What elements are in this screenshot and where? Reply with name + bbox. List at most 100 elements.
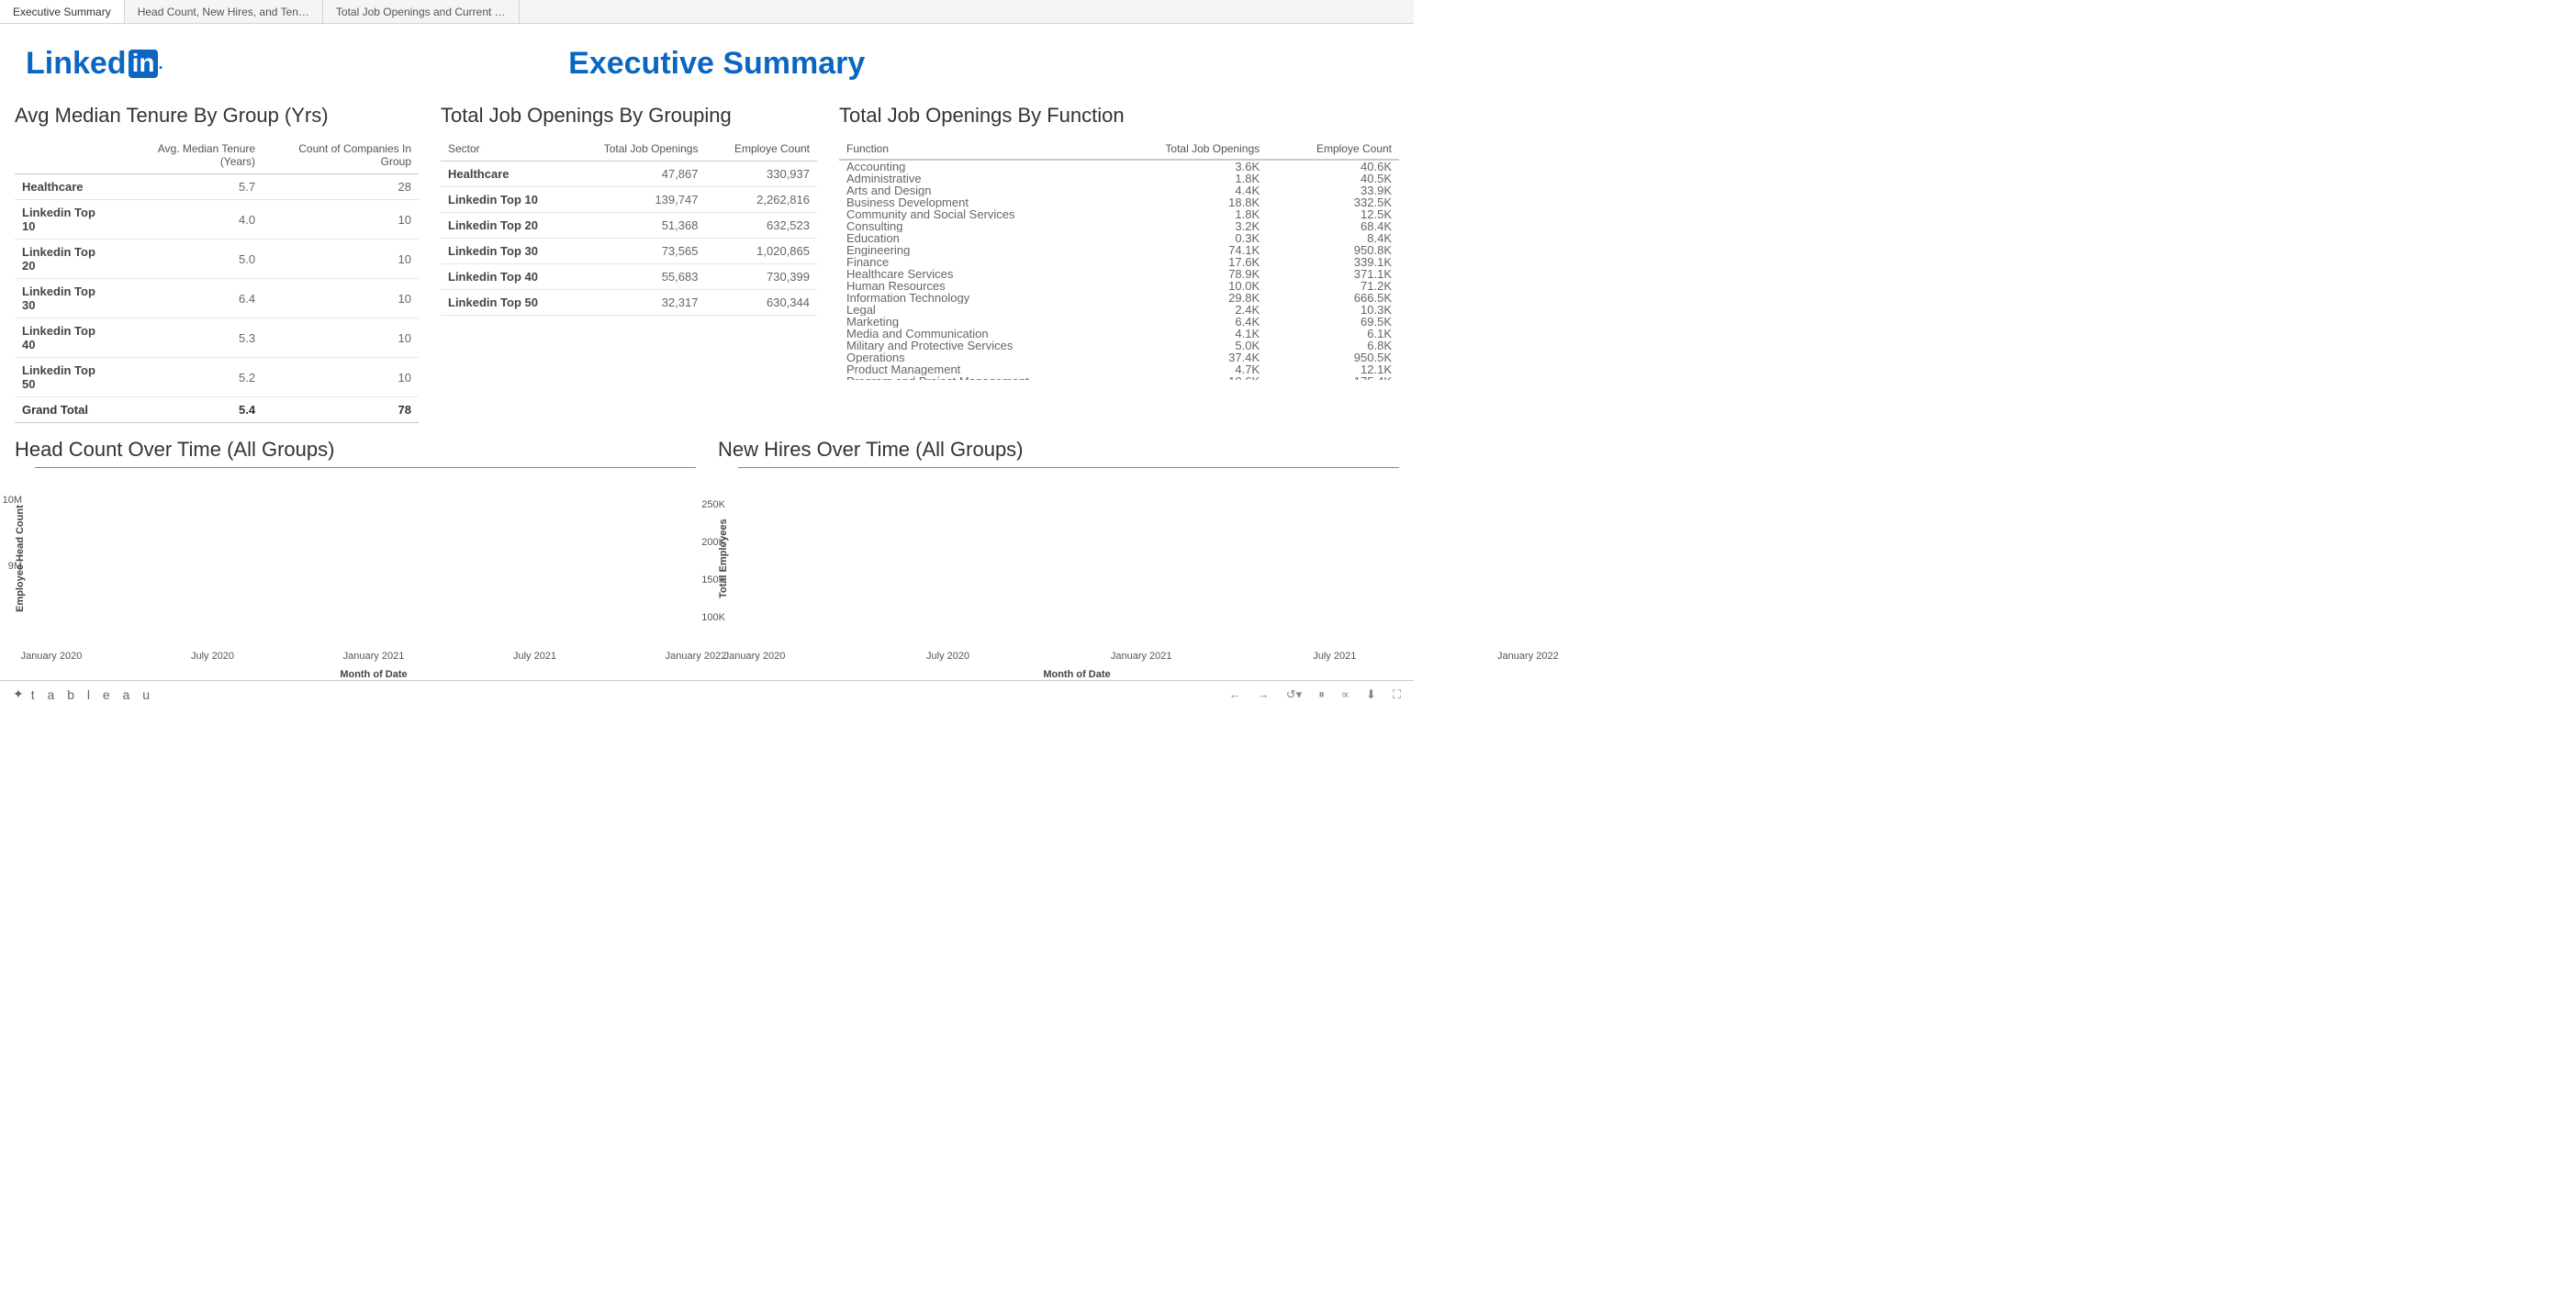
svg-text:8,859K: 8,859K xyxy=(324,581,353,591)
table-row[interactable]: Linkedin Top 405.310 xyxy=(15,318,419,358)
grand-total-row[interactable]: Grand Total5.478 xyxy=(15,397,419,423)
hires-xlabel: Month of Date xyxy=(755,669,1399,680)
page-title: Executive Summary xyxy=(34,46,1399,82)
list-item[interactable]: Finance17.6K339.1K xyxy=(839,256,1399,268)
svg-text:8,206K: 8,206K xyxy=(26,605,55,615)
tenure-panel: Avg Median Tenure By Group (Yrs) Avg. Me… xyxy=(15,104,419,423)
headcount-xlabel: Month of Date xyxy=(51,669,696,680)
function-list[interactable]: Accounting3.6K40.6KAdministrative1.8K40.… xyxy=(839,160,1399,380)
tab[interactable]: Head Count, New Hires, and Ten… xyxy=(125,0,323,23)
table-row[interactable]: Linkedin Top 104.010 xyxy=(15,200,419,240)
grouping-panel: Total Job Openings By Grouping SectorTot… xyxy=(441,104,817,423)
headcount-chart[interactable]: Head Count Over Time (All Groups) Employ… xyxy=(15,438,696,680)
svg-text:8,439K: 8,439K xyxy=(107,608,137,619)
svg-text:9,517K: 9,517K xyxy=(514,519,543,529)
svg-text:168,757: 168,757 xyxy=(1150,571,1184,581)
list-item[interactable]: Marketing6.4K69.5K xyxy=(839,316,1399,328)
list-item[interactable]: Program and Project Management10.6K175.4… xyxy=(839,375,1399,380)
revert-icon[interactable]: ↺▾ xyxy=(1286,687,1302,702)
svg-text:10,256K: 10,256K xyxy=(620,470,655,480)
tenure-title: Avg Median Tenure By Group (Yrs) xyxy=(15,104,419,128)
svg-text:9,054K: 9,054K xyxy=(406,549,435,559)
table-row[interactable]: Linkedin Top 10139,7472,262,816 xyxy=(441,187,817,213)
svg-text:10,024K: 10,024K xyxy=(593,504,628,514)
svg-text:104,536: 104,536 xyxy=(955,619,989,630)
list-item[interactable]: Business Development18.8K332.5K xyxy=(839,196,1399,208)
hires-title: New Hires Over Time (All Groups) xyxy=(718,438,1399,462)
tab[interactable]: Total Job Openings and Current … xyxy=(323,0,520,23)
svg-text:9,879K: 9,879K xyxy=(568,495,598,505)
svg-text:146,244: 146,244 xyxy=(1117,569,1151,579)
pause-icon[interactable]: ⏸ xyxy=(1318,687,1325,702)
list-item[interactable]: Community and Social Services1.8K12.5K xyxy=(839,208,1399,220)
svg-text:134,682: 134,682 xyxy=(988,577,1022,587)
grouping-title: Total Job Openings By Grouping xyxy=(441,104,817,128)
svg-text:100,296: 100,296 xyxy=(792,603,826,613)
svg-text:8,729K: 8,729K xyxy=(270,590,299,600)
list-item[interactable]: Operations37.4K950.5K xyxy=(839,351,1399,363)
svg-text:240,749: 240,749 xyxy=(1281,497,1315,507)
svg-text:126,418: 126,418 xyxy=(824,584,858,594)
list-item[interactable]: Product Management4.7K12.1K xyxy=(839,363,1399,375)
table-row[interactable]: Linkedin Top 5032,317630,344 xyxy=(441,290,817,316)
list-item[interactable]: Healthcare Services78.9K371.1K xyxy=(839,268,1399,280)
list-item[interactable]: Education0.3K8.4K xyxy=(839,232,1399,244)
table-row[interactable]: Linkedin Top 306.410 xyxy=(15,279,419,318)
list-item[interactable]: Military and Protective Services5.0K6.8K xyxy=(839,340,1399,351)
list-item[interactable]: Legal2.4K10.3K xyxy=(839,304,1399,316)
svg-text:115,343: 115,343 xyxy=(1085,611,1118,621)
footer-bar: ✦ t a b l e a u ← → ↺▾ ⏸ ∝ ⬇ ⛶ xyxy=(0,680,1414,708)
table-row[interactable]: Healthcare5.728 xyxy=(15,174,419,200)
dashboard: Linkedin. Executive Summary Avg Median T… xyxy=(0,24,1414,680)
table-row[interactable]: Linkedin Top 4055,683730,399 xyxy=(441,264,817,290)
list-item[interactable]: Accounting3.6K40.6K xyxy=(839,161,1399,173)
svg-text:114,654: 114,654 xyxy=(1053,593,1086,603)
list-item[interactable]: Arts and Design4.4K33.9K xyxy=(839,184,1399,196)
tabs-bar: Executive SummaryHead Count, New Hires, … xyxy=(0,0,1414,24)
svg-text:8,699K: 8,699K xyxy=(242,573,272,583)
list-item[interactable]: Consulting3.2K68.4K xyxy=(839,220,1399,232)
hires-chart[interactable]: New Hires Over Time (All Groups) Total E… xyxy=(718,438,1399,680)
svg-text:9,701K: 9,701K xyxy=(541,526,570,536)
list-item[interactable]: Human Resources10.0K71.2K xyxy=(839,280,1399,292)
list-item[interactable]: Information Technology29.8K666.5K xyxy=(839,292,1399,304)
table-row[interactable]: Linkedin Top 205.010 xyxy=(15,240,419,279)
svg-text:8,637K: 8,637K xyxy=(216,596,245,606)
svg-text:101,477: 101,477 xyxy=(1020,621,1054,631)
table-row[interactable]: Healthcare47,867330,937 xyxy=(441,162,817,187)
svg-text:8,915K: 8,915K xyxy=(352,558,381,568)
svg-text:196,169: 196,169 xyxy=(1215,551,1249,561)
svg-text:9,351K: 9,351K xyxy=(487,549,516,559)
svg-text:8,489K: 8,489K xyxy=(134,586,163,597)
function-panel: Total Job Openings By Function FunctionT… xyxy=(839,104,1399,423)
list-item[interactable]: Engineering74.1K950.8K xyxy=(839,244,1399,256)
svg-text:177,095: 177,095 xyxy=(1182,546,1216,556)
list-item[interactable]: Administrative1.8K40.5K xyxy=(839,173,1399,184)
table-row[interactable]: Linkedin Top 505.210 xyxy=(15,358,419,397)
grouping-table[interactable]: SectorTotal Job OpeningsEmploye Count He… xyxy=(441,137,817,316)
tab[interactable]: Executive Summary xyxy=(0,0,125,23)
download-icon[interactable]: ⬇ xyxy=(1366,687,1376,702)
svg-text:8,507K: 8,507K xyxy=(162,604,191,614)
svg-text:207,447: 207,447 xyxy=(1345,542,1379,552)
table-row[interactable]: Linkedin Top 2051,368632,523 xyxy=(441,213,817,239)
svg-text:9,268K: 9,268K xyxy=(460,535,489,545)
svg-text:8,295K: 8,295K xyxy=(53,619,83,629)
svg-text:8,807K: 8,807K xyxy=(297,565,327,575)
table-row[interactable]: Linkedin Top 3073,5651,020,865 xyxy=(441,239,817,264)
svg-text:8,571K: 8,571K xyxy=(188,581,218,591)
svg-text:9,169K: 9,169K xyxy=(432,561,462,571)
svg-text:93,477: 93,477 xyxy=(762,628,790,638)
tenure-table[interactable]: Avg. Median Tenure (Years)Count of Compa… xyxy=(15,137,419,423)
nav-forward-icon[interactable]: → xyxy=(1258,687,1270,702)
share-icon[interactable]: ∝ xyxy=(1341,687,1350,702)
headcount-title: Head Count Over Time (All Groups) xyxy=(15,438,696,462)
fullscreen-icon[interactable]: ⛶ xyxy=(1393,687,1401,702)
svg-text:228,544: 228,544 xyxy=(1313,526,1347,536)
nav-back-icon[interactable]: ← xyxy=(1229,687,1241,702)
tableau-logo[interactable]: ✦ t a b l e a u xyxy=(13,686,154,702)
svg-text:97,177: 97,177 xyxy=(730,606,758,616)
svg-text:114,585: 114,585 xyxy=(923,593,956,603)
list-item[interactable]: Media and Communication4.1K6.1K xyxy=(839,328,1399,340)
svg-text:278,072: 278,072 xyxy=(1378,470,1412,480)
